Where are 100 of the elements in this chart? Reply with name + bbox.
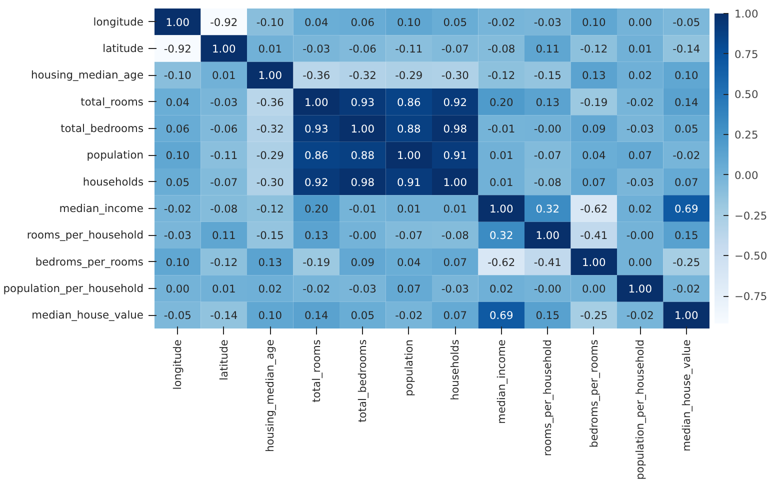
data-label: 0.14 bbox=[304, 309, 328, 322]
data-label: -0.02 bbox=[626, 96, 654, 109]
data-label: 0.01 bbox=[397, 202, 421, 216]
data-label: 0.01 bbox=[490, 176, 514, 189]
data-label: 0.07 bbox=[582, 176, 606, 189]
data-label: -0.06 bbox=[348, 42, 377, 56]
data-label: -0.07 bbox=[395, 229, 423, 242]
data-label: 0.32 bbox=[490, 229, 514, 242]
x-tick-label: longitude bbox=[171, 339, 184, 390]
data-label: -0.62 bbox=[488, 256, 516, 269]
data-label: -0.03 bbox=[164, 229, 192, 242]
data-label: -0.15 bbox=[534, 69, 562, 82]
data-label: -0.05 bbox=[164, 309, 192, 322]
data-label: -0.62 bbox=[580, 202, 608, 216]
color-bar-label: −0.50 bbox=[734, 250, 768, 263]
data-label: 0.06 bbox=[166, 122, 190, 136]
data-label: 0.11 bbox=[212, 229, 236, 242]
x-tick-label: households bbox=[448, 339, 462, 400]
data-label: -0.10 bbox=[256, 16, 284, 29]
data-label: -0.03 bbox=[534, 16, 562, 29]
data-label: 0.98 bbox=[350, 176, 375, 189]
data-label: 0.13 bbox=[304, 229, 328, 242]
data-label: -0.29 bbox=[395, 69, 423, 82]
data-label: 1.00 bbox=[628, 282, 652, 296]
data-label: -0.92 bbox=[210, 16, 238, 29]
data-label: -0.00 bbox=[626, 229, 654, 242]
data-label: 0.01 bbox=[628, 42, 652, 56]
data-label: -0.08 bbox=[534, 176, 562, 189]
data-label: 0.69 bbox=[490, 309, 514, 322]
data-label: -0.12 bbox=[488, 69, 516, 82]
data-label: -0.32 bbox=[348, 69, 376, 82]
data-label: 0.01 bbox=[212, 69, 236, 82]
data-label: 0.04 bbox=[582, 149, 606, 162]
data-label: -0.06 bbox=[210, 122, 238, 136]
data-label: 0.10 bbox=[674, 69, 698, 82]
data-label: -0.14 bbox=[210, 309, 238, 322]
data-label: 0.10 bbox=[166, 149, 190, 162]
data-label: 0.04 bbox=[166, 96, 190, 109]
data-label: 1.00 bbox=[304, 96, 328, 109]
x-tick-label: median_house_value bbox=[680, 339, 693, 452]
data-label: 1.00 bbox=[166, 16, 190, 29]
data-label: -0.05 bbox=[672, 16, 700, 29]
data-label: 0.10 bbox=[582, 16, 606, 29]
data-label: -0.03 bbox=[210, 96, 238, 109]
data-label: 0.02 bbox=[628, 69, 652, 82]
data-label: -0.08 bbox=[441, 229, 470, 242]
data-label: -0.12 bbox=[210, 256, 238, 269]
data-label: 0.92 bbox=[304, 176, 328, 189]
data-label: -0.41 bbox=[580, 229, 608, 242]
data-label: -0.08 bbox=[210, 202, 238, 216]
data-label: 0.01 bbox=[212, 282, 236, 296]
data-label: 0.13 bbox=[536, 96, 560, 109]
data-label: -0.01 bbox=[488, 122, 516, 136]
data-label: -0.25 bbox=[580, 309, 608, 322]
y-tick-label: latitude bbox=[102, 42, 144, 55]
data-label: 0.15 bbox=[536, 309, 560, 322]
color-bar-label: 0.00 bbox=[734, 168, 758, 182]
data-label: -0.03 bbox=[302, 42, 330, 56]
data-label: 1.00 bbox=[258, 69, 282, 82]
data-label: -0.03 bbox=[348, 282, 376, 296]
data-label: 0.02 bbox=[258, 282, 282, 296]
data-label: -0.02 bbox=[164, 202, 192, 216]
data-label: 0.13 bbox=[582, 69, 606, 82]
data-label: -0.00 bbox=[348, 229, 377, 242]
data-label: 0.05 bbox=[350, 309, 374, 322]
x-tick-label: bedroms_per_rooms bbox=[587, 339, 600, 448]
data-label: 0.10 bbox=[166, 256, 190, 269]
color-bar-label: −0.75 bbox=[734, 290, 768, 304]
data-label: 0.00 bbox=[582, 282, 606, 296]
data-label: -0.12 bbox=[580, 42, 608, 56]
data-label: 1.00 bbox=[397, 149, 421, 162]
color-bar-label: 0.75 bbox=[734, 48, 758, 61]
data-label: 0.09 bbox=[582, 122, 606, 136]
y-tick-label: longitude bbox=[93, 15, 144, 28]
data-label: -0.00 bbox=[534, 282, 562, 296]
data-label: 0.13 bbox=[258, 256, 282, 269]
y-tick-label: population bbox=[86, 148, 144, 162]
data-label: 0.20 bbox=[304, 202, 328, 216]
color-bar-label: −0.25 bbox=[734, 209, 768, 222]
data-label: -0.02 bbox=[395, 309, 423, 322]
y-tick-label: population_per_household bbox=[3, 282, 144, 295]
data-label: 0.09 bbox=[350, 256, 375, 269]
data-label: -0.36 bbox=[302, 69, 330, 82]
data-label: 0.20 bbox=[490, 96, 514, 109]
data-label: -0.03 bbox=[441, 282, 469, 296]
y-tick-label: median_income bbox=[59, 202, 144, 215]
y-tick-label: rooms_per_household bbox=[26, 228, 144, 242]
data-label: 0.14 bbox=[674, 96, 698, 109]
data-label: -0.14 bbox=[672, 42, 700, 56]
data-label: 1.00 bbox=[536, 229, 560, 242]
data-label: -0.92 bbox=[164, 42, 192, 56]
data-label: 0.86 bbox=[304, 149, 328, 162]
data-label: -0.12 bbox=[256, 202, 284, 216]
data-label: 0.15 bbox=[674, 229, 698, 242]
data-label: -0.03 bbox=[626, 176, 654, 189]
x-tick-label: latitude bbox=[217, 339, 230, 380]
data-label: 1.00 bbox=[443, 176, 468, 189]
data-label: 0.07 bbox=[443, 256, 467, 269]
x-tick-label: total_rooms bbox=[310, 339, 323, 402]
data-label: 0.05 bbox=[166, 176, 190, 189]
